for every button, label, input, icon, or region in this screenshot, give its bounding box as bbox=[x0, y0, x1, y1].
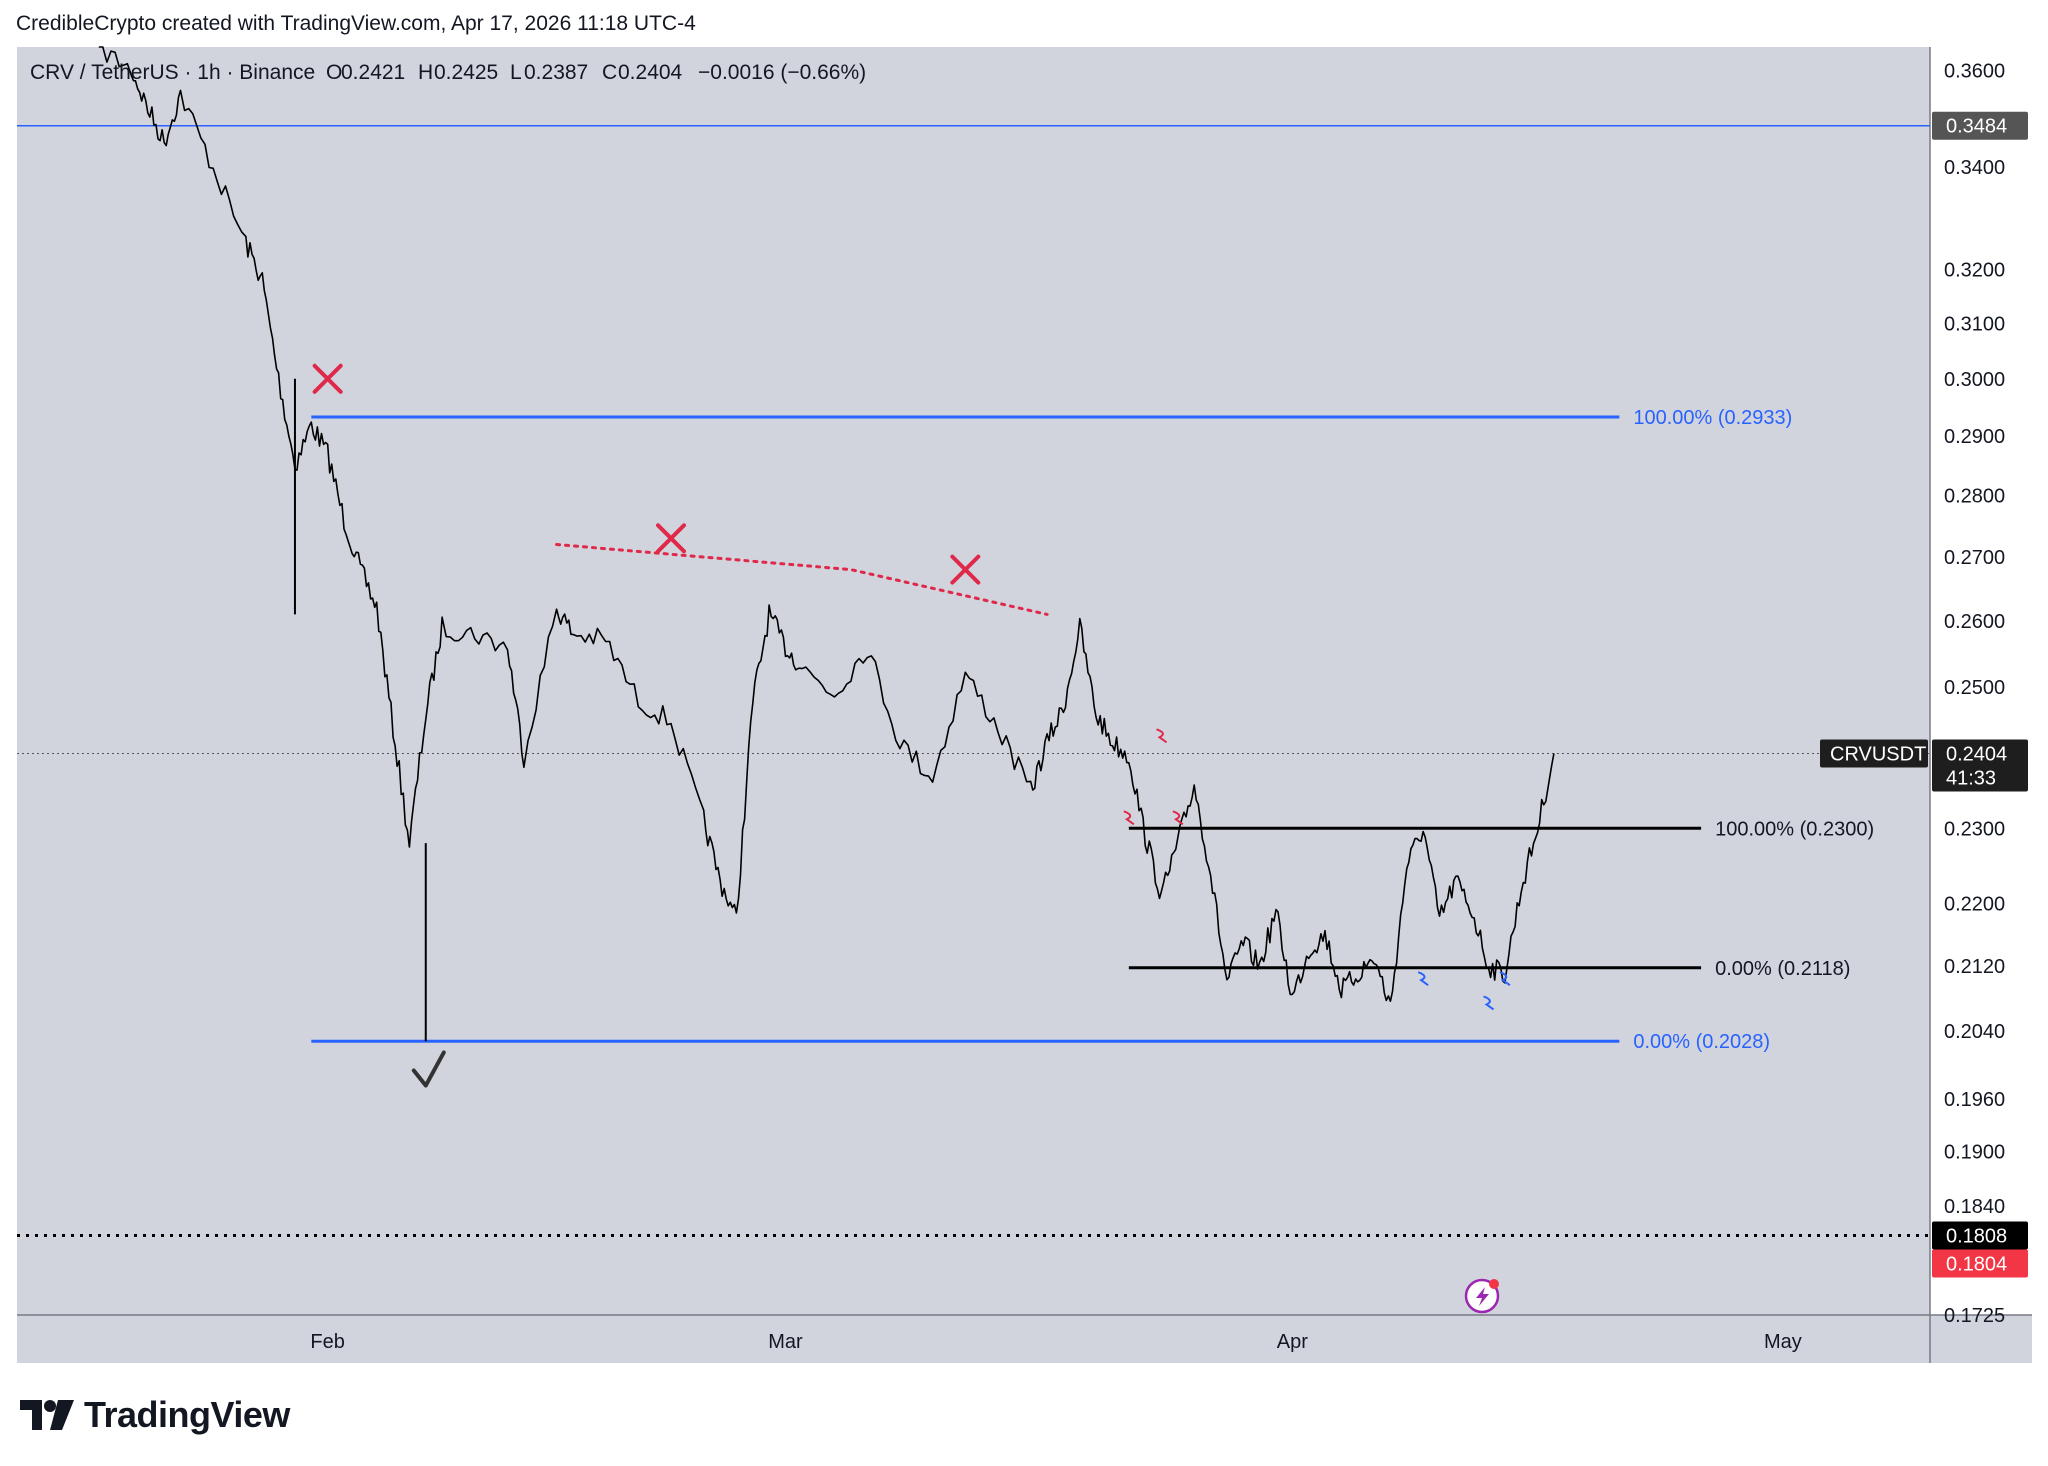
legend-symbol: CRV / TetherUS · 1h · Binance bbox=[30, 61, 315, 84]
hand-mark-4 bbox=[1483, 995, 1495, 1011]
black-fib-label-4: 0.00% (0.2118) bbox=[1715, 958, 1850, 980]
price-tick-14: 0.1960 bbox=[1944, 1089, 2005, 1111]
price-badge-support-1-bg bbox=[1932, 1221, 2028, 1250]
legend-close: 0.2404 bbox=[618, 61, 683, 84]
lightning-icon[interactable] bbox=[1464, 1278, 1500, 1314]
price-tick-5: 0.2900 bbox=[1944, 426, 2005, 448]
price-tick-16: 0.1840 bbox=[1944, 1196, 2005, 1218]
price-tick-2: 0.3200 bbox=[1944, 260, 2005, 282]
legend-high: 0.2425 bbox=[434, 61, 498, 84]
price-axis-background bbox=[1930, 47, 2032, 1315]
price-tick-12: 0.2120 bbox=[1944, 956, 2005, 978]
price-tick-10: 0.2300 bbox=[1944, 818, 2005, 840]
price-badge-current-bg bbox=[1932, 739, 2028, 792]
check-mark[interactable] bbox=[411, 1050, 446, 1088]
price-tick-1: 0.3400 bbox=[1944, 157, 2005, 179]
price-tick-17: 0.1725 bbox=[1944, 1305, 2005, 1327]
red-dotted-trendline[interactable] bbox=[555, 543, 1049, 616]
time-tick-feb: Feb bbox=[310, 1331, 344, 1353]
price-tick-15: 0.1900 bbox=[1944, 1142, 2005, 1164]
time-tick-apr: Apr bbox=[1277, 1331, 1308, 1353]
price-tick-13: 0.2040 bbox=[1944, 1021, 2005, 1043]
blue-fib-label-1: 100.00% (0.2933) bbox=[1633, 407, 1792, 429]
legend-open-label: O bbox=[326, 61, 342, 84]
price-badge-support-2-bg bbox=[1932, 1249, 2028, 1278]
symbol-badge: CRVUSDT bbox=[1830, 743, 1926, 765]
red-cross-mark-2[interactable] bbox=[950, 554, 981, 585]
tradingview-logo-text: TradingView bbox=[84, 1394, 290, 1435]
legend-low-label: L bbox=[510, 61, 522, 84]
time-tick-mar: Mar bbox=[768, 1331, 803, 1353]
tradingview-logo-icon bbox=[20, 1400, 74, 1430]
hand-mark-2 bbox=[1172, 810, 1184, 826]
price-tick-9: 0.2500 bbox=[1944, 677, 2005, 699]
red-cross-mark-0[interactable] bbox=[312, 363, 343, 394]
price-tick-4: 0.3000 bbox=[1944, 369, 2005, 391]
hand-mark-0 bbox=[1123, 810, 1135, 826]
price-tick-8: 0.2600 bbox=[1944, 611, 2005, 633]
hand-mark-3 bbox=[1417, 971, 1429, 986]
red-cross-mark-1[interactable] bbox=[656, 523, 687, 554]
legend-change: −0.0016 (−0.66%) bbox=[698, 61, 866, 84]
time-axis-background bbox=[17, 1315, 2032, 1363]
legend-high-label: H bbox=[418, 61, 433, 84]
blue-fib-label-2: 0.00% (0.2028) bbox=[1633, 1031, 1770, 1053]
price-series-line bbox=[98, 46, 1555, 1002]
hand-mark-5 bbox=[1499, 971, 1511, 986]
chart-attribution: CredibleCrypto created with TradingView.… bbox=[16, 12, 696, 35]
price-tick-6: 0.2800 bbox=[1944, 486, 2005, 508]
price-badge-support-1: 0.1808 bbox=[1946, 1225, 2007, 1247]
legend-close-label: C bbox=[602, 61, 617, 84]
price-tick-11: 0.2200 bbox=[1944, 894, 2005, 916]
black-fib-label-3: 100.00% (0.2300) bbox=[1715, 818, 1874, 840]
price-tick-3: 0.3100 bbox=[1944, 313, 2005, 335]
price-tick-0: 0.3600 bbox=[1944, 60, 2005, 82]
legend-low: 0.2387 bbox=[524, 61, 588, 84]
price-badge-current: 0.2404 bbox=[1946, 743, 2007, 765]
time-tick-may: May bbox=[1764, 1331, 1802, 1353]
symbol-badge-bg bbox=[1820, 739, 1928, 768]
legend-open: 0.2421 bbox=[341, 61, 405, 84]
price-badge-resistance: 0.3484 bbox=[1946, 116, 2007, 138]
price-tick-7: 0.2700 bbox=[1944, 547, 2005, 569]
price-badge-support-2: 0.1804 bbox=[1946, 1253, 2007, 1275]
legend-ohlc: O 0.2421 H 0.2425 L 0.2387 C 0.2404 −0.0… bbox=[326, 61, 866, 84]
tradingview-logo[interactable]: TradingView bbox=[20, 1394, 290, 1436]
hand-mark-1 bbox=[1156, 728, 1168, 744]
price-badge-current-countdown: 41:33 bbox=[1946, 767, 1996, 789]
price-badge-resistance-bg bbox=[1932, 111, 2028, 140]
